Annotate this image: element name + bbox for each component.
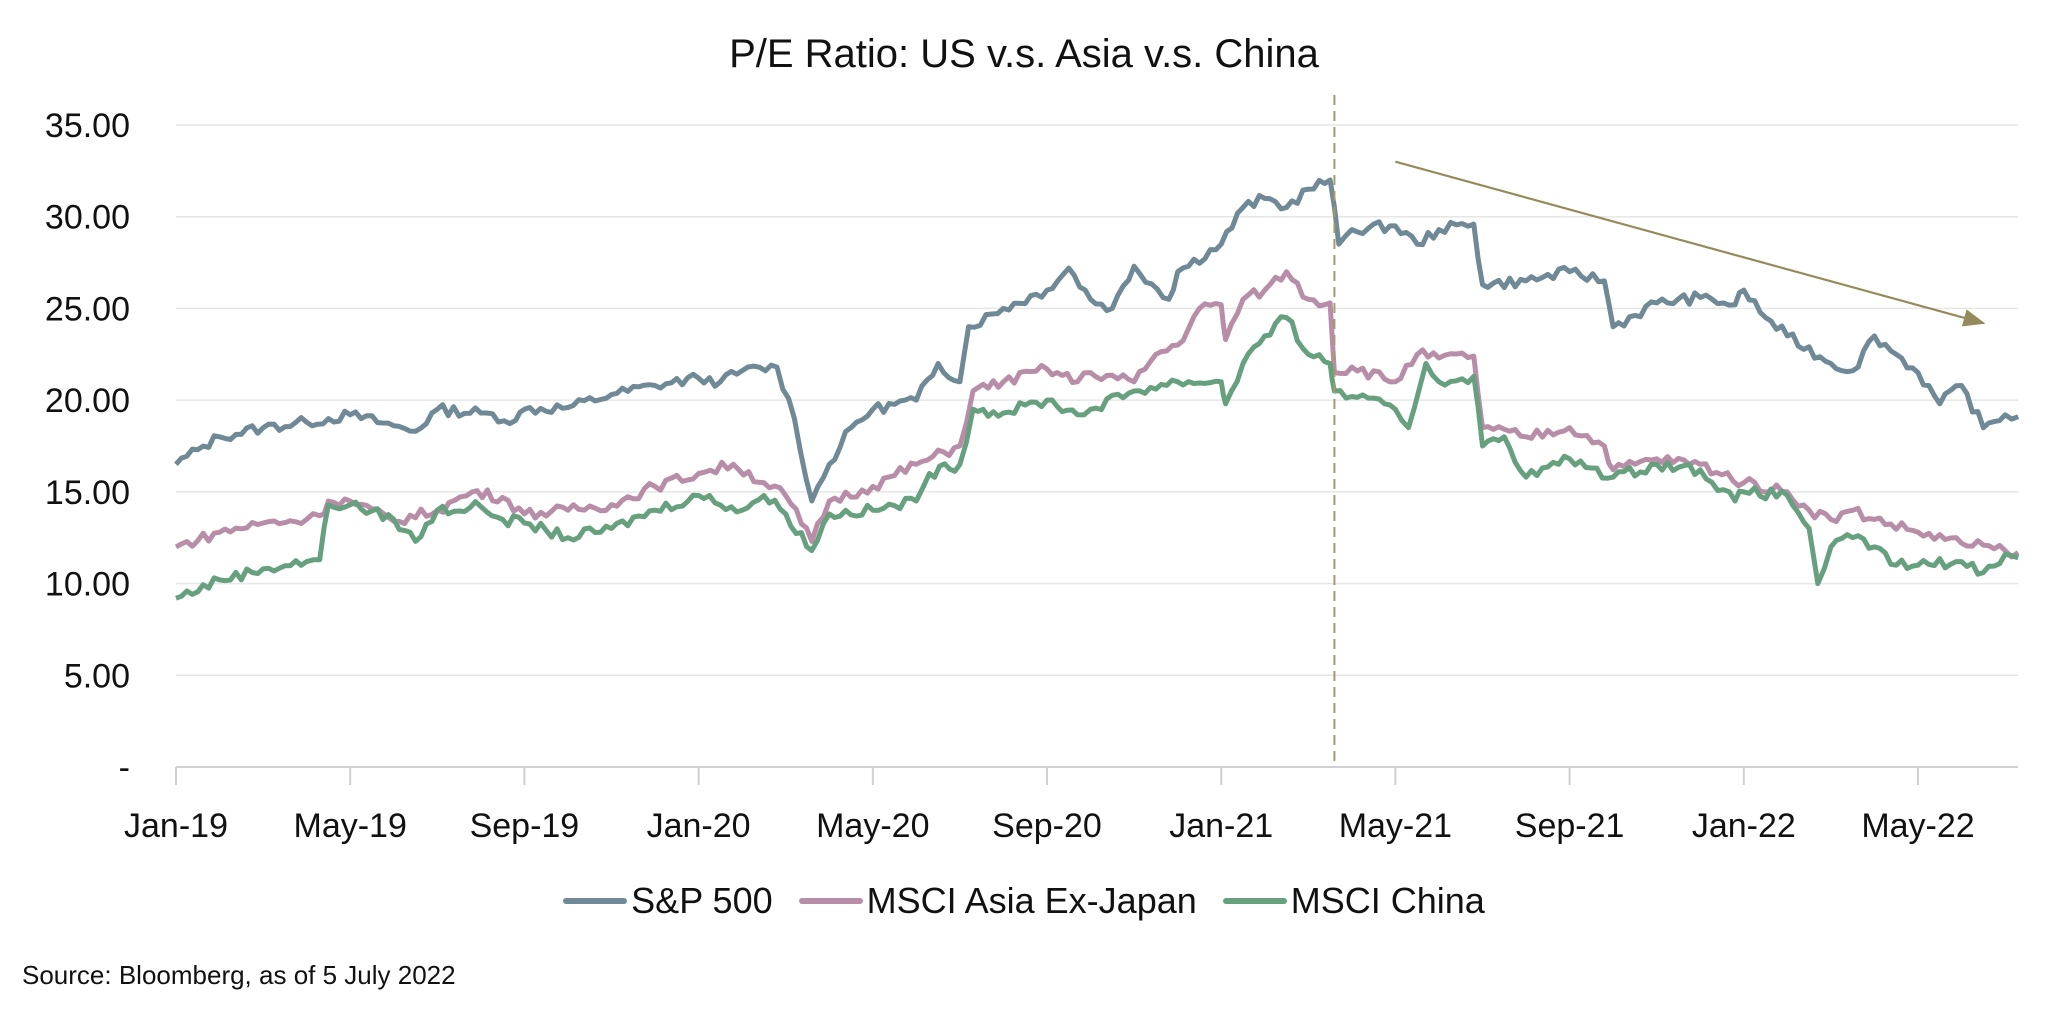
x-tick-label: Jan-19 bbox=[124, 807, 228, 845]
x-tick-label: Sep-20 bbox=[992, 807, 1102, 845]
y-tick-label: 15.00 bbox=[45, 474, 130, 512]
y-tick-label: 20.00 bbox=[45, 382, 130, 420]
y-tick-label: 25.00 bbox=[45, 290, 130, 328]
x-tick-label: Sep-19 bbox=[470, 807, 580, 845]
x-tick-label: Jan-20 bbox=[647, 807, 751, 845]
legend-swatch-asia bbox=[798, 898, 863, 904]
legend-item-asia: MSCI Asia Ex-Japan bbox=[798, 880, 1197, 922]
y-tick-label: 35.00 bbox=[45, 107, 130, 145]
x-tick-label: May-21 bbox=[1339, 807, 1452, 845]
y-tick-label: - bbox=[119, 749, 130, 787]
series-line-asia-ex-japan bbox=[174, 269, 2020, 560]
legend-swatch-china bbox=[1222, 898, 1287, 904]
legend-label-asia: MSCI Asia Ex-Japan bbox=[866, 880, 1197, 921]
y-tick-label: 5.00 bbox=[64, 657, 130, 695]
y-tick-label: 10.00 bbox=[45, 566, 130, 604]
x-tick-label: Jan-22 bbox=[1692, 807, 1796, 845]
legend-item-china: MSCI China bbox=[1222, 880, 1485, 922]
x-tick-label: Jan-21 bbox=[1169, 807, 1273, 845]
x-tick-label: Sep-21 bbox=[1515, 807, 1625, 845]
legend-label-sp500: S&P 500 bbox=[631, 880, 773, 921]
legend-label-china: MSCI China bbox=[1290, 880, 1485, 921]
source-note: Source: Bloomberg, as of 5 July 2022 bbox=[22, 960, 456, 990]
series-line-sp500 bbox=[174, 177, 2020, 504]
legend: S&P 500 MSCI Asia Ex-Japan MSCI China bbox=[0, 880, 2048, 922]
chart-title: P/E Ratio: US v.s. Asia v.s. China bbox=[729, 32, 1319, 76]
x-tick-label: May-19 bbox=[294, 807, 407, 845]
x-tick-label: May-22 bbox=[1861, 807, 1974, 845]
legend-item-sp500: S&P 500 bbox=[563, 880, 773, 922]
y-tick-label: 30.00 bbox=[45, 199, 130, 237]
x-tick-label: May-20 bbox=[816, 807, 929, 845]
trend-arrow bbox=[1395, 160, 1986, 327]
legend-swatch-sp500 bbox=[563, 898, 628, 904]
series-line-china bbox=[175, 314, 2020, 601]
